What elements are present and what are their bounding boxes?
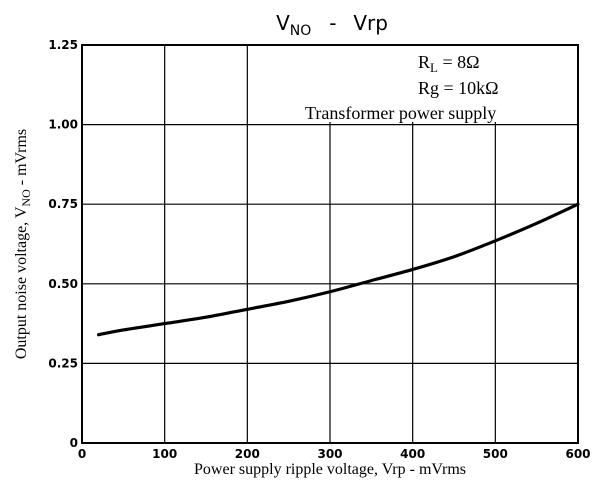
y-axis-label-pre: Output noise voltage, V [13,206,30,359]
annotation-supply: Transformer power supply [305,103,496,123]
title-main-subscript: NO [290,23,312,39]
plot-frame [81,44,579,444]
annotation-rl: RL = 8Ω [418,52,480,75]
x-tick-label: 100 [152,447,177,461]
y-tick-label: 1.00 [48,118,78,132]
x-tick-label: 300 [317,447,342,461]
y-tick-label: 1.25 [48,38,78,52]
x-tick-labels: 0 100 200 300 400 500 600 [78,447,591,461]
y-axis-label-post: - mVrms [13,129,30,189]
y-axis-label: Output noise voltage, VNO - mVrms [13,129,33,359]
data-series-line [96,202,580,337]
annotation-rg: Rg = 10kΩ [418,78,499,98]
y-tick-label: 0 [70,436,78,450]
chart-title: VNO - Vrp [276,11,388,39]
title-separator: - [329,11,336,35]
title-main: V [276,11,290,35]
annotation-background [300,46,576,122]
y-tick-label: 0.75 [48,197,78,211]
x-axis-label: Power supply ripple voltage, Vrp - mVrms [194,461,466,478]
x-tick-label: 600 [565,447,590,461]
x-tick-label: 0 [78,447,86,461]
annotation-rl-post: = 8Ω [438,52,480,72]
y-tick-label: 0.25 [48,356,78,370]
y-axis-label-subscript: NO [19,189,33,207]
title-rhs: Vrp [353,11,388,35]
annotation-rl-pre: R [418,52,430,72]
x-tick-label: 500 [483,447,508,461]
y-tick-label: 0.50 [48,277,78,291]
annotation-rl-subscript: L [430,60,438,75]
x-tick-label: 200 [235,447,260,461]
x-tick-label: 400 [400,447,425,461]
y-tick-labels: 0 0.25 0.50 0.75 1.00 1.25 [48,38,78,450]
